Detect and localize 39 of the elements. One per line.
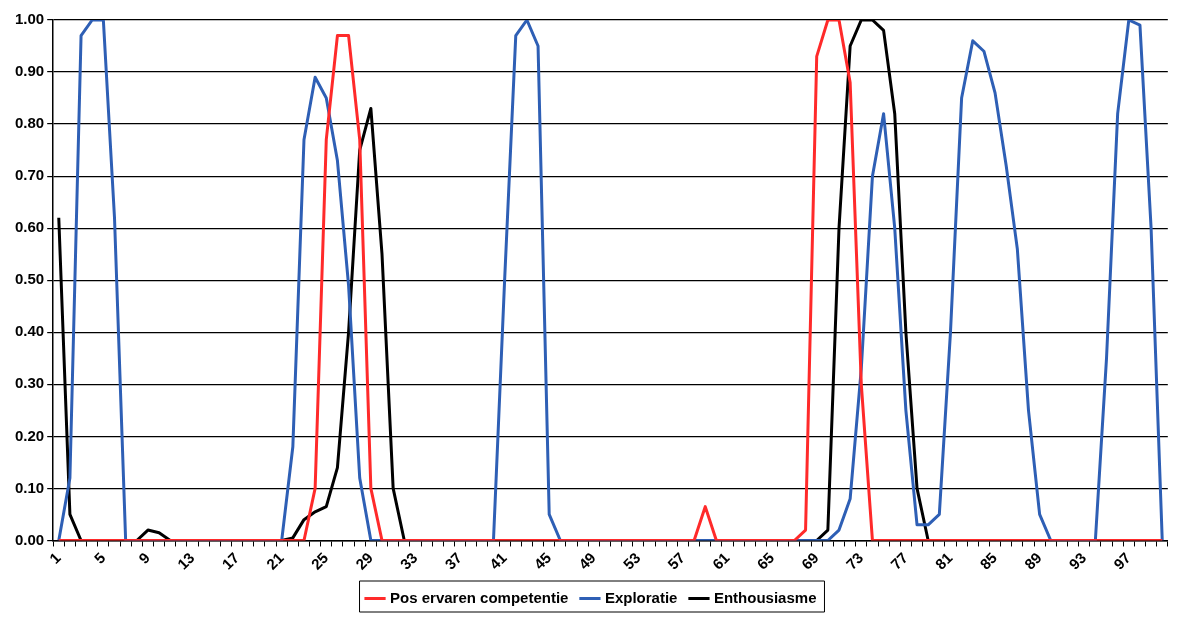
x-tick-label: 17 [218,548,243,573]
x-tick-label: 73 [842,548,867,573]
x-tick-label: 57 [664,548,688,573]
x-tick-label: 69 [797,548,822,573]
x-tick-label: 53 [619,548,644,573]
x-tick-label: 5 [90,548,109,567]
y-tick-label: 0.30 [14,374,45,392]
x-tick-label: 41 [485,548,510,573]
x-tick-label: 97 [1110,548,1134,573]
x-tick-label: 85 [976,548,1001,573]
x-tick-label: 1 [45,548,64,567]
y-tick-label: 0.90 [14,62,45,80]
y-tick-label: 0.50 [14,270,45,288]
x-tick-label: 37 [441,548,466,573]
x-tick-label: 49 [575,548,599,573]
y-tick-label: 0.20 [14,426,45,444]
y-tick-label: 0.10 [14,478,45,496]
y-tick-label: 1.00 [14,10,45,28]
x-tick-label: 33 [396,548,421,573]
x-tick-label: 25 [307,548,332,573]
x-tick-label: 13 [173,548,198,573]
x-tick-label: 21 [262,548,287,573]
x-tick-label: 65 [753,548,778,573]
x-tick-label: 61 [708,548,733,573]
x-tick-label: 93 [1065,548,1090,573]
x-tick-label: 45 [530,548,555,573]
x-tick-label: 81 [931,548,956,573]
x-tick-label: 77 [887,548,911,573]
y-tick-label: 0.40 [14,322,45,340]
x-tick-label: 9 [135,548,153,567]
legend-label: Exploratie [604,588,678,606]
y-tick-label: 0.60 [14,218,45,236]
x-tick-label: 89 [1020,548,1045,573]
y-tick-label: 0.80 [14,114,45,132]
legend-label: Enthousiasme [713,588,817,606]
y-tick-label: 0.70 [14,166,45,184]
legend-label: Pos ervaren competentie [390,588,569,606]
x-tick-label: 29 [352,548,376,573]
y-tick-label: 0.00 [14,530,45,548]
